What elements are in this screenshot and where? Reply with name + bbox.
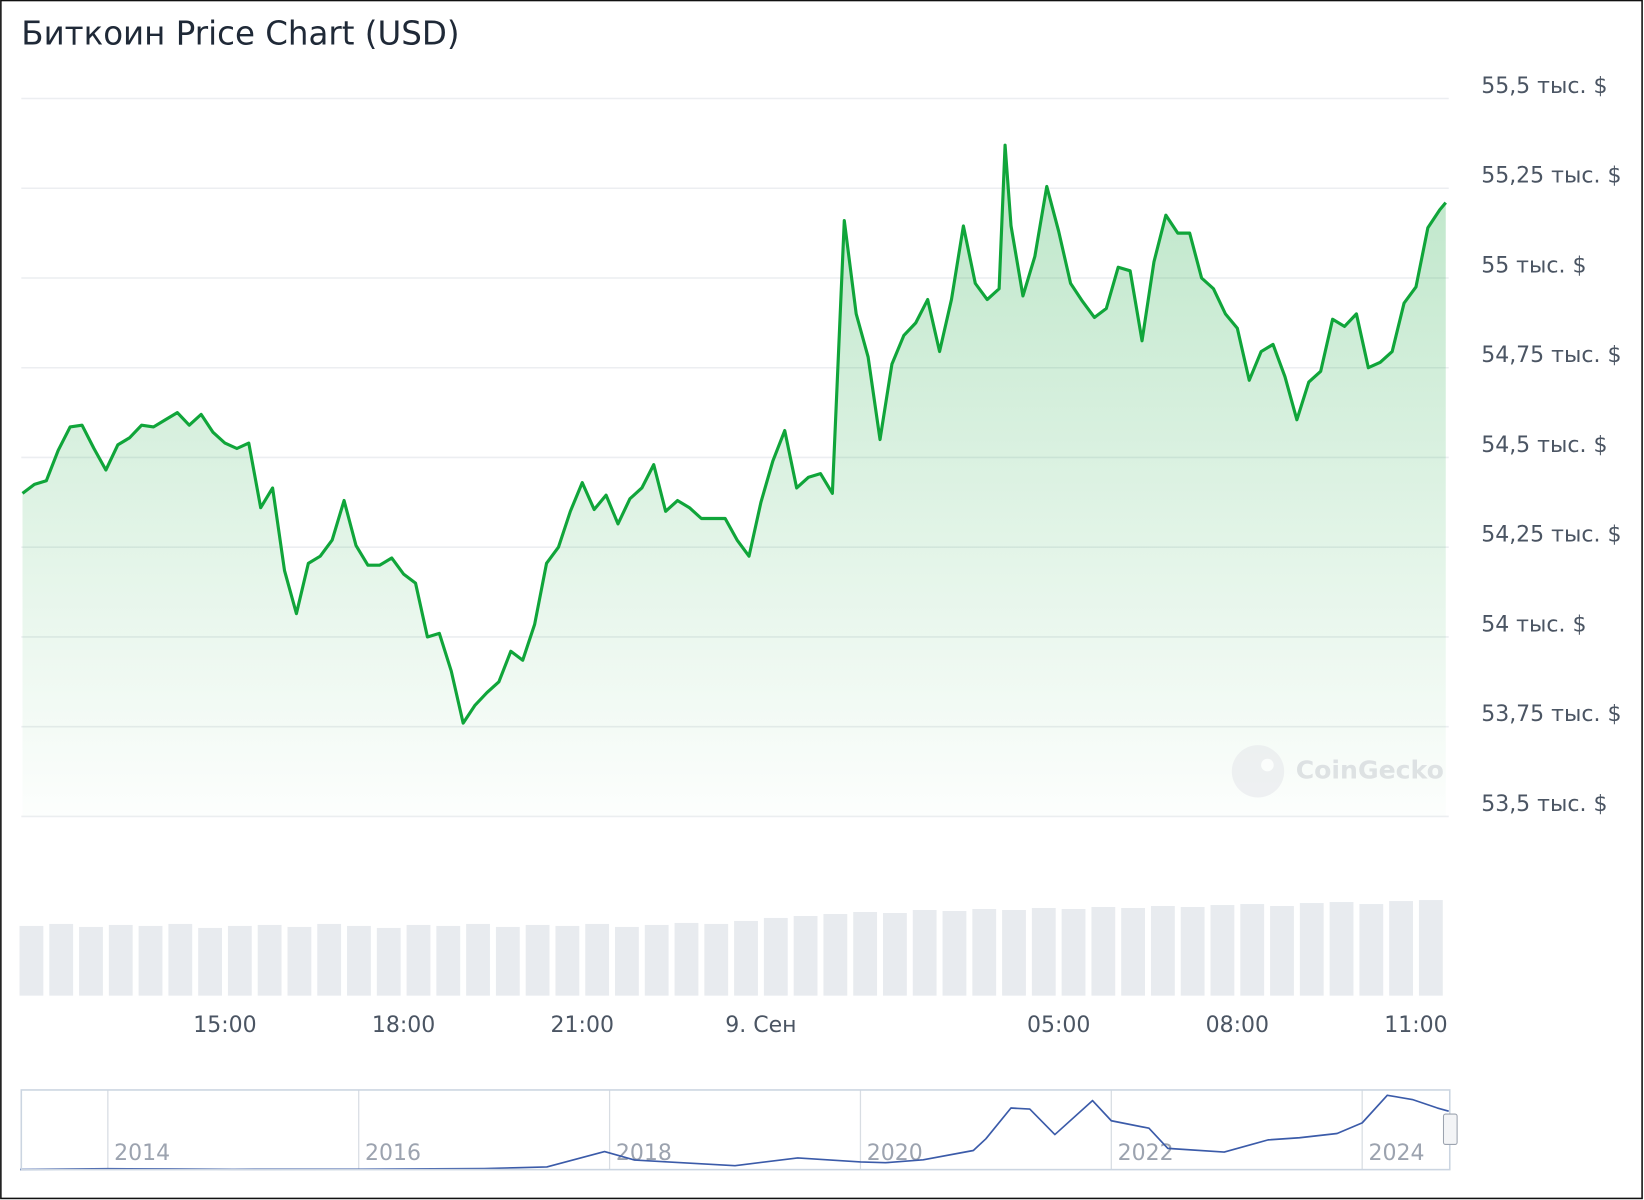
watermark-icon bbox=[1231, 745, 1285, 798]
volume-bar bbox=[466, 923, 490, 996]
y-tick-label: 54,5 тыс. $ bbox=[1481, 433, 1607, 458]
volume-bar bbox=[198, 927, 222, 996]
y-tick-label: 54 тыс. $ bbox=[1481, 612, 1586, 637]
volume-bar bbox=[615, 926, 639, 996]
volume-bar bbox=[763, 917, 788, 996]
y-tick-label: 53,75 тыс. $ bbox=[1481, 702, 1621, 727]
navigator-year-label: 2014 bbox=[114, 1141, 170, 1166]
volume-bar bbox=[406, 924, 431, 996]
volume-bar bbox=[1299, 903, 1324, 996]
x-tick-label: 11:00 bbox=[1384, 1013, 1447, 1038]
volume-bar bbox=[168, 923, 193, 996]
y-tick-label: 53,5 тыс. $ bbox=[1481, 792, 1607, 817]
y-tick-label: 54,25 тыс. $ bbox=[1481, 523, 1621, 548]
navigator-year-label: 2016 bbox=[365, 1141, 421, 1166]
volume-bar bbox=[1359, 904, 1384, 996]
volume-bar bbox=[1389, 901, 1413, 996]
navigator-year-label: 2024 bbox=[1368, 1141, 1424, 1166]
volume-bar bbox=[108, 924, 133, 996]
volume-bar bbox=[436, 925, 461, 996]
volume-bar bbox=[525, 924, 550, 996]
volume-bar bbox=[1418, 900, 1443, 996]
volume-bar bbox=[227, 925, 252, 996]
volume-bar bbox=[912, 910, 937, 996]
volume-bar bbox=[882, 912, 907, 996]
volume-bar bbox=[793, 915, 818, 996]
volume-bar bbox=[49, 923, 74, 996]
volume-bar bbox=[1180, 907, 1205, 996]
volume-bar bbox=[1329, 902, 1354, 996]
volume-bar bbox=[287, 926, 312, 996]
volume-bar bbox=[734, 920, 758, 996]
price-line bbox=[21, 143, 1447, 725]
volume-bar bbox=[495, 926, 520, 996]
y-tick-label: 55,5 тыс. $ bbox=[1481, 74, 1607, 99]
volume-bar bbox=[1210, 905, 1235, 996]
x-tick-label: 15:00 bbox=[193, 1013, 256, 1038]
chart-title: Биткоин Price Chart (USD) bbox=[21, 15, 459, 53]
volume-bar bbox=[317, 923, 342, 996]
volume-bar bbox=[704, 923, 729, 996]
volume-bar bbox=[972, 909, 997, 996]
volume-bar bbox=[1061, 909, 1086, 996]
volume-bar bbox=[1031, 908, 1056, 996]
y-tick-label: 55 тыс. $ bbox=[1481, 253, 1586, 278]
watermark: CoinGecko bbox=[1231, 745, 1444, 798]
volume-bar bbox=[644, 924, 669, 996]
volume-bar bbox=[138, 925, 163, 996]
volume-bar bbox=[1150, 906, 1175, 996]
volume-bar bbox=[19, 925, 44, 996]
volume-bar bbox=[1121, 908, 1146, 996]
volume-bar bbox=[674, 922, 699, 996]
x-tick-label: 18:00 bbox=[372, 1013, 435, 1038]
volume-bar bbox=[1240, 904, 1265, 996]
watermark-text: CoinGecko bbox=[1296, 755, 1444, 784]
volume-bar bbox=[1002, 910, 1026, 996]
x-tick-label: 08:00 bbox=[1206, 1013, 1269, 1038]
volume-bar bbox=[1270, 906, 1294, 996]
volume-bar bbox=[376, 927, 401, 996]
watermark-icon-eye bbox=[1261, 758, 1274, 772]
volume-bar bbox=[79, 926, 103, 996]
volume-bar bbox=[823, 913, 848, 996]
volume-bar bbox=[257, 924, 282, 996]
x-tick-label: 9. Сен bbox=[725, 1013, 796, 1038]
volume-bar bbox=[853, 912, 878, 996]
volume-bar bbox=[942, 911, 967, 996]
x-tick-label: 05:00 bbox=[1027, 1013, 1090, 1038]
navigator-line bbox=[20, 1094, 1449, 1171]
volume-bar bbox=[1091, 907, 1116, 996]
volume-bar bbox=[585, 923, 610, 996]
x-tick-label: 21:00 bbox=[551, 1013, 614, 1038]
y-tick-label: 54,75 тыс. $ bbox=[1481, 343, 1621, 368]
volume-bar bbox=[347, 925, 371, 996]
y-tick-label: 55,25 тыс. $ bbox=[1481, 164, 1621, 189]
volume-bar bbox=[555, 925, 580, 996]
navigator-handle[interactable] bbox=[1442, 1113, 1458, 1145]
